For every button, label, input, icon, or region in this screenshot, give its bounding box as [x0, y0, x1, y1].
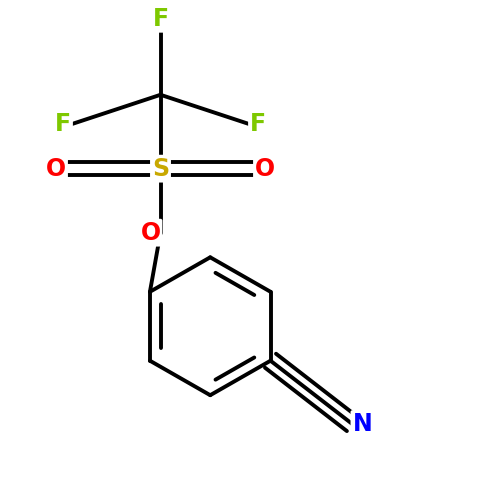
Text: O: O [255, 156, 275, 180]
Text: N: N [352, 412, 372, 436]
Text: F: F [55, 112, 71, 136]
Text: F: F [250, 112, 266, 136]
Text: O: O [140, 220, 160, 244]
Text: O: O [46, 156, 66, 180]
Text: S: S [152, 156, 169, 180]
Text: F: F [152, 7, 168, 31]
